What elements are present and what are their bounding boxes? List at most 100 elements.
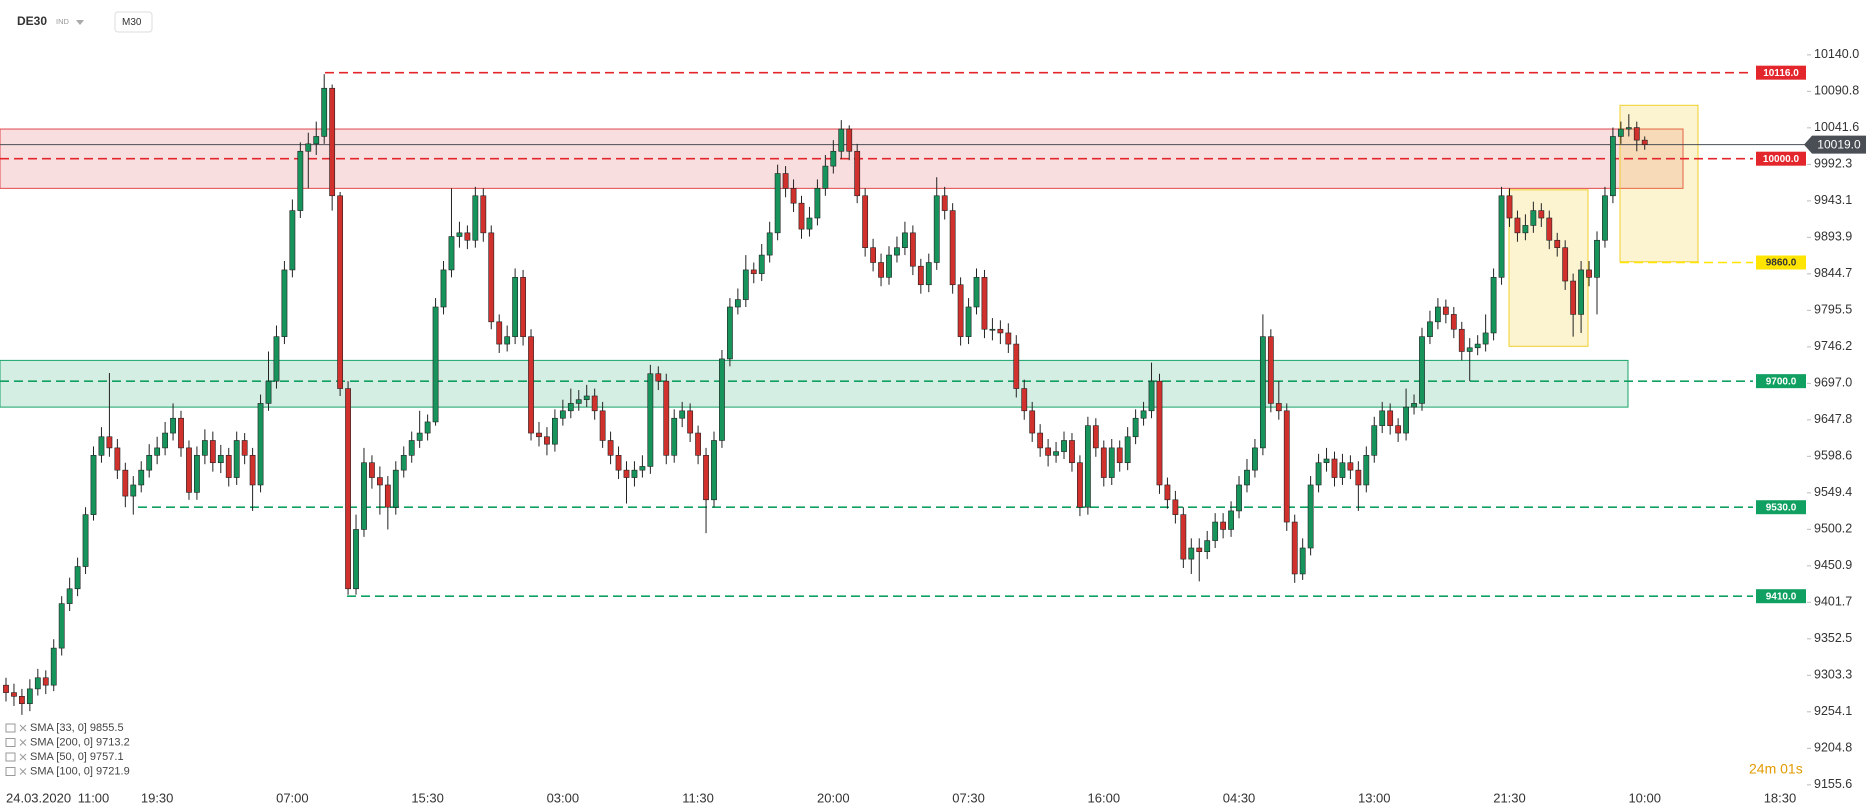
candle-body	[1379, 410, 1386, 426]
indicator-legend: SMA [33, 0] 9855.5 SMA [200, 0] 9713.2 SMA…	[5, 722, 130, 777]
candle-body	[862, 195, 869, 248]
candle-body	[750, 269, 757, 274]
x-tick-label: 10:00	[1628, 790, 1661, 805]
candle-body	[1586, 269, 1592, 278]
candle-body	[273, 336, 280, 382]
candle-body	[567, 403, 574, 412]
candle-body	[1037, 432, 1044, 449]
x-tick-label: 07:30	[952, 790, 985, 805]
y-tick-label: 9598.6	[1814, 449, 1852, 463]
timeframe[interactable]: M30	[122, 17, 142, 28]
candle-body	[997, 328, 1004, 334]
candle-body	[1204, 540, 1211, 553]
x-tick-label: 19:30	[141, 790, 174, 805]
x-tick-label: 11:30	[682, 790, 714, 805]
candle-body	[798, 202, 805, 230]
candle-body	[583, 395, 590, 400]
candle-body	[82, 514, 89, 567]
candle-body	[194, 455, 200, 493]
candle-body	[1530, 210, 1537, 226]
candle-body	[1061, 440, 1067, 452]
candle-body	[233, 440, 240, 478]
zone	[1619, 104, 1699, 263]
candle-body	[774, 173, 781, 234]
candle-body	[1299, 547, 1306, 575]
candle-body	[170, 417, 176, 434]
candle-body	[536, 432, 542, 438]
candle-body	[1554, 239, 1561, 248]
candle-body	[551, 417, 558, 445]
timeframe-button[interactable]	[114, 11, 153, 33]
candle-body	[281, 269, 288, 337]
x-tick-label: 04:30	[1223, 790, 1256, 805]
candle-body	[1514, 217, 1521, 234]
candle-body	[1355, 469, 1362, 486]
y-tick-label: 9893.9	[1814, 230, 1852, 244]
candle-body	[1291, 521, 1298, 575]
candle-body	[472, 195, 479, 241]
level-tag	[1756, 374, 1806, 389]
candle-body	[1172, 499, 1179, 515]
x-tick-label: 16:00	[1088, 790, 1121, 805]
x-tick-label: 21:30	[1493, 790, 1526, 805]
candle-body	[1546, 217, 1553, 241]
candle-body	[3, 684, 9, 693]
candle-body	[1029, 410, 1036, 434]
candle-body	[1411, 403, 1417, 408]
level-tag	[1756, 589, 1806, 604]
candle-body	[973, 277, 980, 308]
candle-body	[456, 232, 463, 237]
last-price-tag	[1804, 135, 1866, 154]
candle-body	[480, 195, 487, 234]
candle-body	[305, 143, 312, 152]
y-tick-label: 10041.6	[1814, 120, 1859, 134]
candle-body	[1403, 406, 1409, 434]
candle-body	[941, 195, 948, 211]
candle-body	[878, 262, 884, 278]
candle-body	[26, 688, 33, 705]
x-tick-label: 11:00	[78, 790, 110, 805]
last-price-label: 10019.0	[1817, 137, 1861, 151]
candle-body	[1021, 388, 1028, 412]
y-tick-label: 9500.2	[1814, 522, 1852, 536]
candle-body	[1371, 425, 1378, 456]
x-tick-label: 07:00	[276, 790, 309, 805]
candle-body	[66, 588, 73, 604]
candle-body	[1077, 462, 1083, 508]
candle-body	[1498, 195, 1505, 278]
candle-body	[361, 462, 367, 530]
candle-body	[1267, 336, 1274, 404]
candle-body	[297, 150, 304, 211]
candle-body	[369, 462, 375, 478]
y-tick-label: 9844.7	[1814, 266, 1852, 280]
y-tick-label: 10090.8	[1814, 84, 1859, 98]
candle-body	[575, 399, 582, 404]
candle-body	[488, 232, 495, 323]
candle-body	[1570, 280, 1577, 315]
level-label: 9410.0	[1766, 591, 1797, 602]
candle-body	[981, 277, 988, 330]
y-tick-label: 9254.1	[1814, 704, 1852, 718]
candle-body	[1140, 410, 1147, 419]
legend-icon	[5, 752, 16, 762]
candle-body	[663, 380, 670, 456]
candle-body	[599, 410, 606, 441]
candle-body	[870, 247, 876, 263]
candle-body	[1538, 210, 1545, 219]
candle-body	[1283, 410, 1290, 523]
candle-body	[74, 566, 81, 590]
y-tick-label: 9401.7	[1814, 595, 1852, 609]
candle-body	[615, 455, 622, 471]
level-tag	[1756, 151, 1806, 166]
symbol-dropdown[interactable]	[76, 20, 84, 25]
candle-body	[178, 417, 184, 449]
candle-body	[337, 195, 344, 389]
candle-body	[639, 466, 646, 471]
candle-body	[1602, 195, 1608, 241]
candle-body	[416, 432, 423, 441]
candle-body	[822, 165, 829, 189]
candle-body	[122, 469, 129, 497]
indicator-label: SMA [100, 0] 9721.9	[30, 765, 130, 777]
candle-body	[42, 677, 49, 686]
